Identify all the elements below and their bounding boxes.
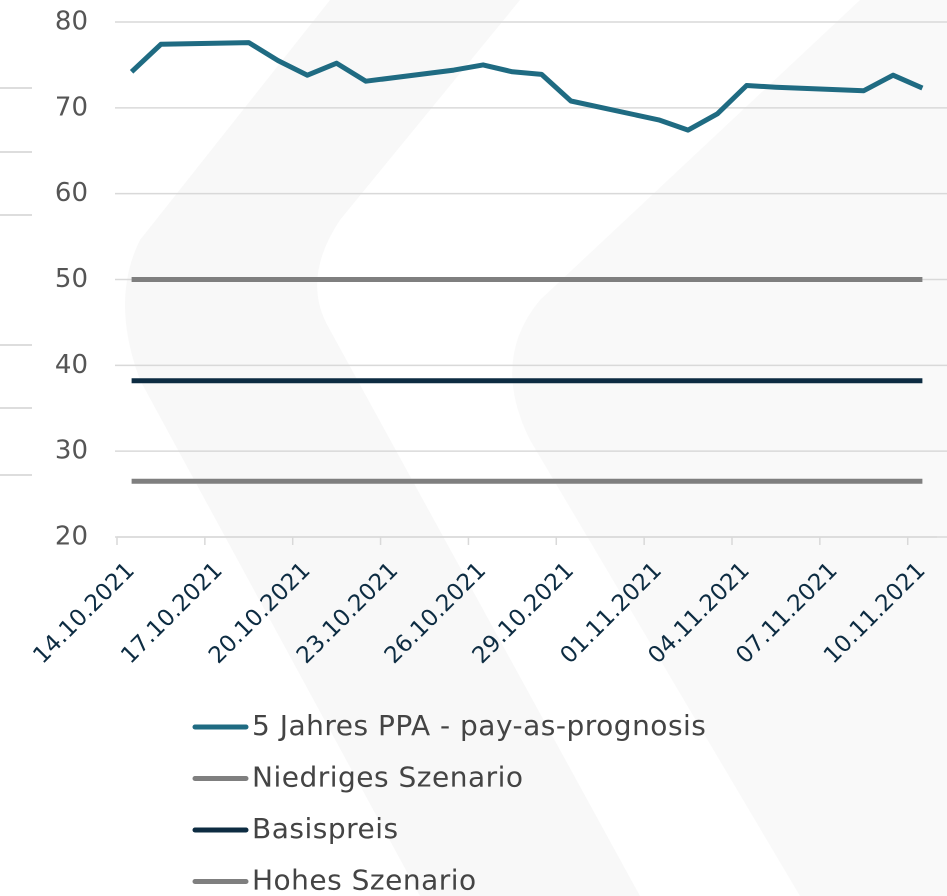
y-tick-label: 70 — [55, 92, 88, 122]
series-line — [129, 40, 924, 133]
y-tick-label: 60 — [55, 178, 88, 208]
y-tick-label: 20 — [55, 522, 88, 552]
legend-label: Hohes Szenario — [252, 864, 477, 896]
y-tick-label: 30 — [55, 436, 88, 466]
legend-label: Basispreis — [252, 812, 399, 845]
y-tick-label: 40 — [55, 350, 88, 380]
y-tick-label: 80 — [55, 7, 88, 37]
background-decoration — [125, 0, 947, 896]
legend-label: 5 Jahres PPA - pay-as-prognosis — [252, 709, 706, 742]
y-tick-label: 50 — [55, 264, 88, 294]
left-decoration — [0, 87, 32, 476]
legend-label: Niedriges Szenario — [252, 761, 524, 794]
